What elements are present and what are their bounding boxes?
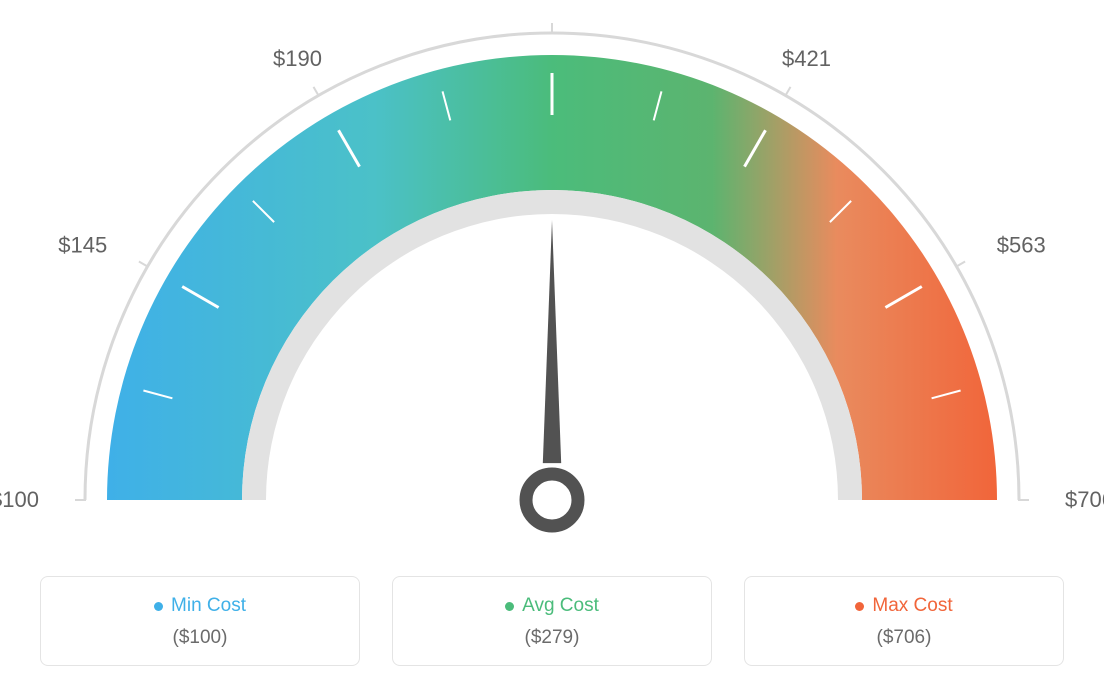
- legend-value-avg: ($279): [405, 627, 699, 649]
- legend-title-max: Max Cost: [855, 595, 952, 617]
- legend-title-min: Min Cost: [154, 595, 246, 617]
- legend-title-avg: Avg Cost: [505, 595, 599, 617]
- legend-label: Max Cost: [872, 595, 952, 617]
- svg-text:$706: $706: [1065, 487, 1104, 512]
- gauge-chart: $100$145$190$279$421$563$706: [0, 0, 1104, 560]
- legend-value-max: ($706): [757, 627, 1051, 649]
- svg-text:$421: $421: [782, 46, 831, 71]
- dot-icon: [154, 602, 163, 611]
- legend-label: Min Cost: [171, 595, 246, 617]
- svg-text:$145: $145: [58, 233, 107, 258]
- legend-card-min: Min Cost ($100): [40, 576, 360, 666]
- legend-card-max: Max Cost ($706): [744, 576, 1064, 666]
- legend-row: Min Cost ($100) Avg Cost ($279) Max Cost…: [0, 576, 1104, 666]
- svg-text:$100: $100: [0, 487, 39, 512]
- legend-value-min: ($100): [53, 627, 347, 649]
- legend-label: Avg Cost: [522, 595, 599, 617]
- svg-text:$190: $190: [273, 46, 322, 71]
- gauge-svg: $100$145$190$279$421$563$706: [0, 0, 1104, 560]
- svg-text:$563: $563: [997, 233, 1046, 258]
- dot-icon: [505, 602, 514, 611]
- dot-icon: [855, 602, 864, 611]
- legend-card-avg: Avg Cost ($279): [392, 576, 712, 666]
